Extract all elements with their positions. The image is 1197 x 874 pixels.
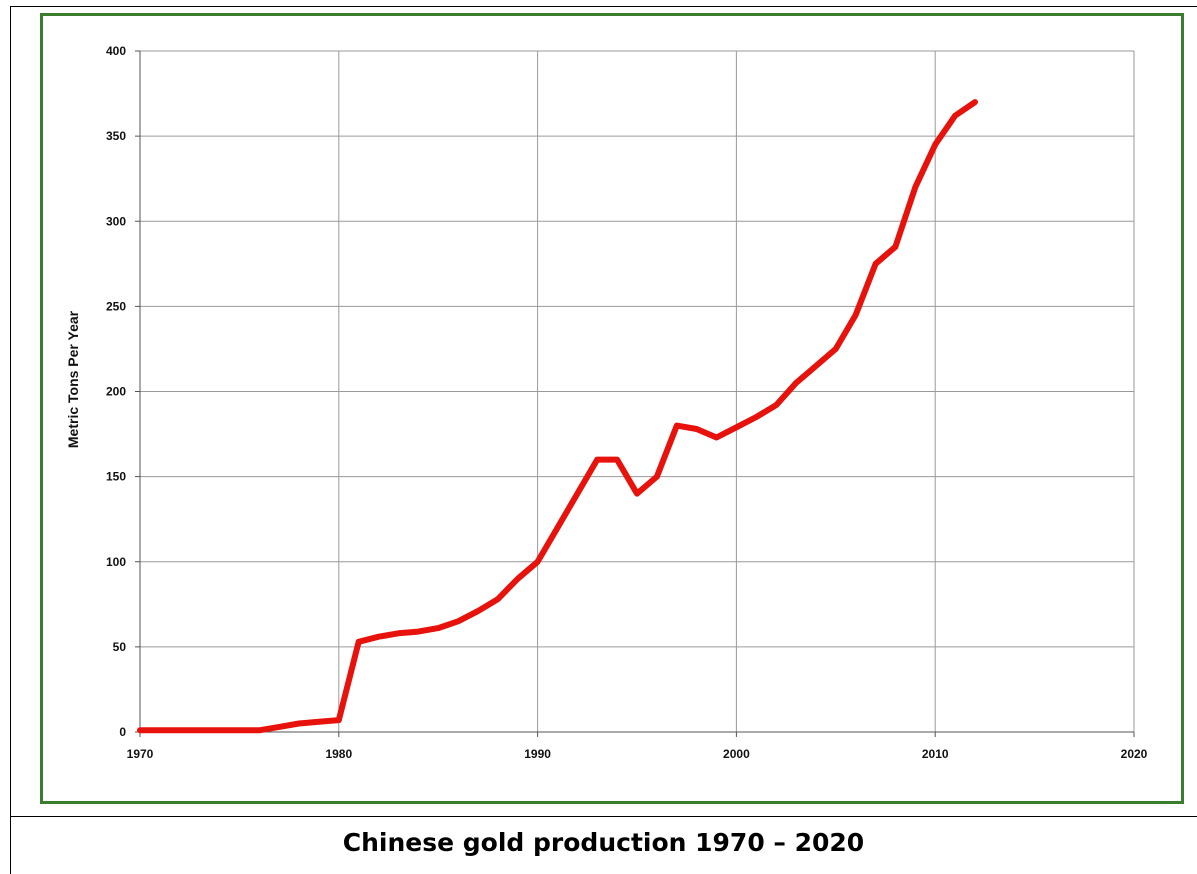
chart-series	[137, 99, 978, 734]
y-tick-label: 300	[106, 214, 126, 228]
y-tick-label: 100	[106, 555, 126, 569]
series-line	[137, 99, 978, 734]
y-tick-label: 250	[106, 299, 126, 313]
x-tick-label: 2000	[723, 747, 750, 761]
chart-frame	[40, 13, 1184, 804]
y-tick-label: 50	[113, 640, 127, 654]
chart-grid	[140, 50, 1135, 732]
table-top-border	[10, 6, 1197, 7]
x-axis-ticks: 1970 1980 1990 2000 2010 2020	[127, 747, 1148, 761]
y-tick-label: 200	[106, 385, 126, 399]
y-axis-ticks: 0 50 100 150 200 250 300 350 400	[106, 44, 126, 739]
y-tick-label: 150	[106, 470, 126, 484]
x-tick-label: 2010	[922, 747, 949, 761]
x-tick-label: 1980	[325, 747, 352, 761]
x-tick-label: 2020	[1121, 747, 1148, 761]
y-tick-label: 0	[119, 725, 126, 739]
chart-axes	[135, 50, 1135, 737]
y-tick-label: 350	[106, 129, 126, 143]
x-tick-label: 1990	[524, 747, 551, 761]
y-tick-label: 400	[106, 44, 126, 58]
table-row-divider	[10, 816, 1197, 817]
figure-caption: Chinese gold production 1970 – 2020	[342, 828, 865, 857]
x-tick-label: 1970	[127, 747, 154, 761]
y-axis-label: Metric Tons Per Year	[65, 310, 81, 448]
table-left-border	[10, 6, 11, 874]
